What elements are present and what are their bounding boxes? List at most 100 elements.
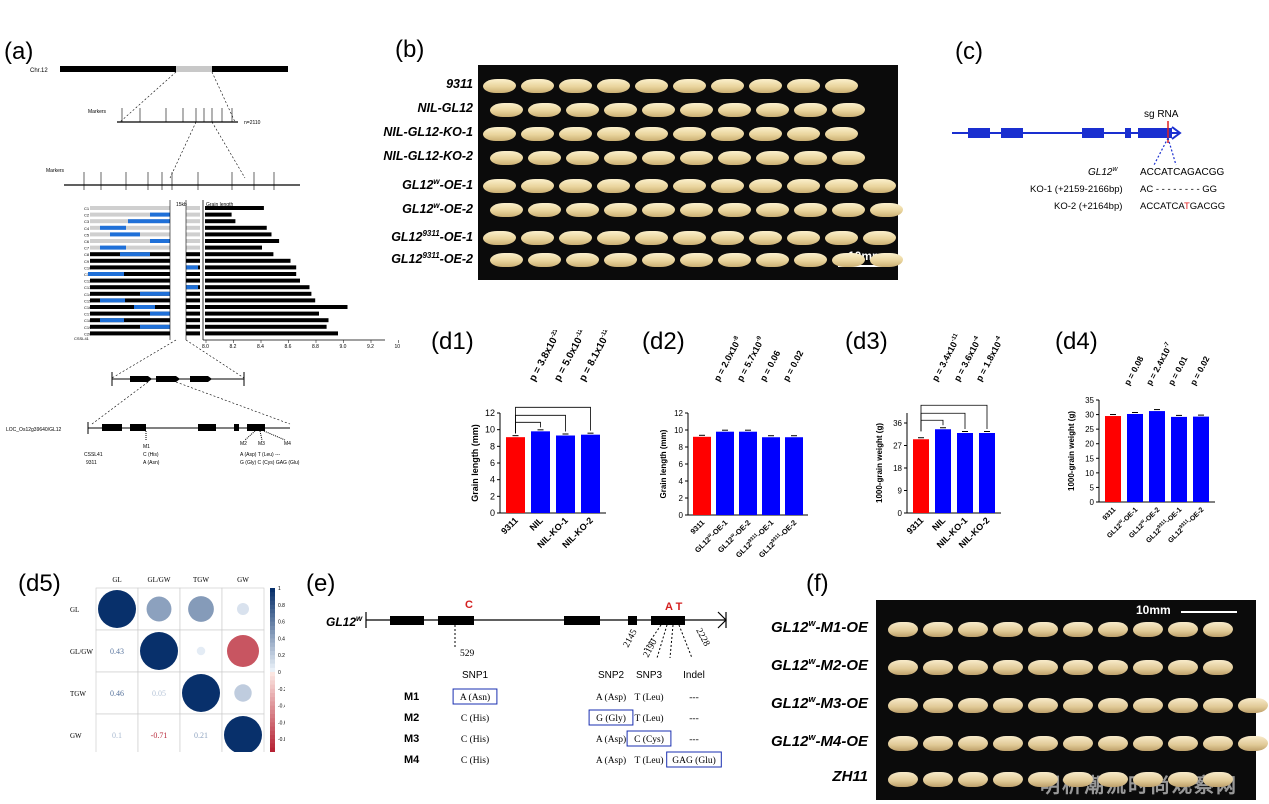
rice-grain xyxy=(597,79,630,93)
colorbar-step xyxy=(270,613,275,618)
chromosome-segment xyxy=(90,331,170,336)
grain-row-label: ZH11 xyxy=(832,768,868,785)
rice-grain xyxy=(863,179,896,193)
colorbar-step xyxy=(270,680,275,686)
rice-grain xyxy=(993,660,1023,675)
highlight-box xyxy=(588,709,634,726)
highlight-box xyxy=(666,751,722,768)
panel-label-d3: (d3) xyxy=(845,328,888,355)
rice-grain xyxy=(490,203,523,217)
p-value-label: p = 0.06 xyxy=(758,349,782,383)
colorbar-step xyxy=(270,621,275,627)
rice-grain xyxy=(559,127,592,141)
colorbar-step xyxy=(270,604,275,610)
rice-grain xyxy=(756,203,789,217)
grain-row-label: GL12w-OE-2 xyxy=(402,201,473,217)
m2-label: M2 xyxy=(240,441,247,447)
rice-grain xyxy=(1168,622,1198,637)
rice-grain xyxy=(1203,698,1233,713)
chromosome-segment xyxy=(186,212,200,217)
grain-row-label: 9311 xyxy=(446,77,473,91)
colorbar-step xyxy=(270,663,275,669)
rice-grain xyxy=(528,103,561,117)
colorbar-tick-label: -0.8 xyxy=(278,737,285,743)
rice-grain xyxy=(604,151,637,165)
rice-grain xyxy=(673,179,706,193)
category-label: NIL xyxy=(930,515,948,533)
colorbar-tick-label: 0.8 xyxy=(278,603,285,609)
rice-grain xyxy=(1203,660,1233,675)
row-label: GW xyxy=(70,732,82,740)
rice-grain xyxy=(1133,772,1163,787)
rice-grain xyxy=(832,203,865,217)
tick-label: 9.2 xyxy=(367,344,374,350)
rice-grain xyxy=(794,203,827,217)
introgression-segment xyxy=(134,305,155,309)
rice-grain xyxy=(528,203,561,217)
table-cell: G (Gly) xyxy=(596,713,626,724)
rice-grain xyxy=(566,203,599,217)
panel-label-d4: (d4) xyxy=(1055,328,1098,355)
rice-grain xyxy=(528,151,561,165)
rice-grain xyxy=(483,127,516,141)
rice-grain xyxy=(749,79,782,93)
rice-grain xyxy=(1168,772,1198,787)
y-tick-label: 9 xyxy=(898,487,903,496)
bar xyxy=(762,437,780,515)
y-tick-label: 27 xyxy=(893,442,902,451)
chromosome-segment xyxy=(90,225,170,230)
bar xyxy=(556,435,575,513)
rice-grain xyxy=(993,736,1023,751)
row-label: C16 xyxy=(84,305,92,310)
rice-grain xyxy=(521,179,554,193)
chromosome-segment xyxy=(186,258,200,263)
grain-length-bar xyxy=(205,331,338,336)
ko1-label: KO-1 (+2159-2166bp) xyxy=(1030,184,1123,195)
rice-grain xyxy=(1238,736,1268,751)
grain-length-bar xyxy=(205,285,310,290)
introgression-segment xyxy=(140,291,170,296)
colorbar-step xyxy=(270,735,275,740)
introgression-segment xyxy=(120,252,150,257)
chromosome-segment xyxy=(90,298,170,303)
rice-grain xyxy=(711,79,744,93)
row-label: C9 xyxy=(84,259,90,264)
rice-grain xyxy=(1203,622,1233,637)
table-cell: A (Asp) xyxy=(596,755,626,766)
correlation-circle xyxy=(224,716,262,752)
y-tick-label: 2 xyxy=(679,494,684,503)
rice-grain xyxy=(566,103,599,117)
column-label: TGW xyxy=(193,576,209,584)
y-tick-label: 10 xyxy=(485,425,495,435)
rice-grain xyxy=(1098,622,1128,637)
rice-grain xyxy=(483,79,516,93)
rice-grain xyxy=(958,736,988,751)
grain-row-label: GL12w-OE-1 xyxy=(402,177,473,193)
rice-grain xyxy=(888,698,918,713)
rice-grain xyxy=(787,231,820,245)
svg-text:ACCATCATGACGG: ACCATCATGACGG xyxy=(1140,201,1225,212)
colorbar-tick-label: 0 xyxy=(278,670,281,676)
rice-grain xyxy=(1098,736,1128,751)
rice-grain xyxy=(1203,736,1233,751)
grain-length-bar xyxy=(205,265,297,270)
bar xyxy=(957,433,973,513)
n9311-snp2: G (Gly) C (Cys) GAG (Glu) xyxy=(240,460,300,466)
bar xyxy=(581,434,600,513)
grain-length-bar xyxy=(205,272,297,276)
ko2-seq-a: ACCATCA xyxy=(1140,201,1185,212)
chromosome-segment xyxy=(186,318,200,323)
bar xyxy=(693,436,711,515)
colorbar-step xyxy=(270,609,275,614)
grain-length-bar xyxy=(205,278,300,283)
introgression-segment xyxy=(110,232,140,237)
colorbar-step xyxy=(270,667,275,673)
rice-grain xyxy=(1028,698,1058,713)
p-value-label: p = 8.1x10-12 xyxy=(577,330,614,383)
chromosome-segment xyxy=(90,291,170,296)
grain-row xyxy=(490,151,865,165)
rice-grain xyxy=(756,151,789,165)
rice-grain xyxy=(794,103,827,117)
correlation-circle xyxy=(140,632,178,670)
row-label: C12 xyxy=(84,279,92,284)
